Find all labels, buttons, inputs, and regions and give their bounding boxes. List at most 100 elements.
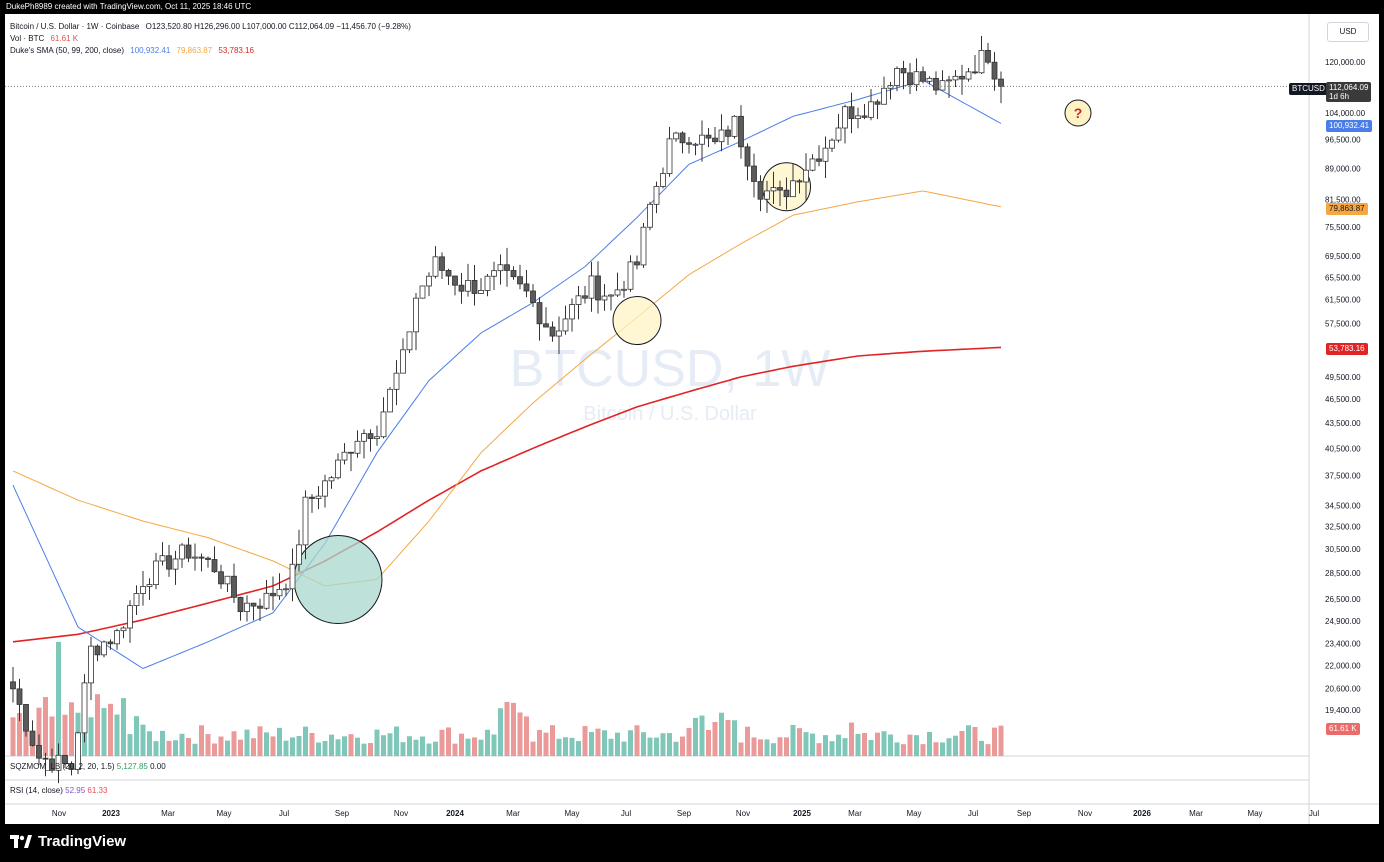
volume-bar: [550, 725, 555, 756]
candle-body: [465, 279, 471, 292]
candle-body: [484, 275, 491, 291]
candle-body: [660, 173, 666, 187]
candle-body: [738, 115, 744, 148]
price-tick-label: 32,500.00: [1325, 523, 1361, 532]
price-tick-label: 96,500.00: [1325, 136, 1361, 145]
volume-bar: [699, 715, 705, 756]
candle-body: [185, 544, 192, 559]
candle-body: [549, 326, 556, 337]
last-price-tag: 112,064.09 1d 6h: [1326, 82, 1372, 102]
candle-body: [822, 147, 829, 162]
volume-bar: [251, 738, 256, 756]
candle-body: [68, 763, 75, 770]
volume-bar: [186, 737, 191, 756]
volume-bar: [530, 741, 536, 756]
volume-bar: [426, 743, 432, 756]
volume-bar: [764, 739, 770, 756]
volume-bar: [459, 733, 464, 756]
candle-body: [55, 754, 62, 771]
candle-body: [699, 134, 705, 145]
candle-body: [517, 276, 523, 285]
volume-bar: [881, 731, 887, 756]
candle-body: [127, 605, 133, 629]
sma-legend: Duke's SMA (50, 99, 200, close) 100,932.…: [10, 46, 258, 55]
candle-body: [946, 79, 952, 82]
volume-bar: [582, 726, 588, 756]
volume-bar: [49, 716, 55, 756]
candle-body: [705, 134, 712, 139]
price-tick-label: 19,400.00: [1325, 706, 1361, 715]
volume-tag: 61.61 K: [1326, 723, 1360, 735]
time-tick-label: Jul: [279, 809, 289, 818]
candle-body: [900, 68, 907, 74]
symbol-tag: BTCUSD: [1289, 83, 1328, 95]
sma200-tag-text: 53,783.16: [1329, 344, 1365, 353]
candle-body: [23, 704, 29, 732]
candle-body: [315, 495, 322, 499]
candle-body: [257, 605, 263, 609]
candle-body: [679, 132, 686, 144]
price-tick-label: 75,500.00: [1325, 223, 1361, 232]
time-tick-label: Mar: [506, 809, 520, 818]
volume-bar: [439, 729, 445, 756]
candle-body: [244, 602, 250, 613]
volume-bar: [686, 727, 692, 756]
time-tick-label: 2026: [1133, 809, 1151, 818]
ohlc-values: O123,520.80 H126,296.00 L107,000.00 C112…: [145, 22, 411, 31]
time-tick-label: Jul: [621, 809, 631, 818]
candle-body: [218, 571, 224, 585]
candle-body: [406, 331, 413, 351]
volume-bar: [595, 728, 601, 756]
candle-body: [588, 275, 595, 299]
volume-bar: [615, 732, 620, 756]
price-tick-label: 46,500.00: [1325, 395, 1361, 404]
tradingview-logo[interactable]: TradingView: [10, 833, 126, 850]
volume-bar: [628, 730, 633, 756]
time-tick-label: 2025: [793, 809, 811, 818]
chart-frame[interactable]: BTCUSD, 1W Bitcoin / U.S. Dollar 120,000.0…: [5, 14, 1379, 824]
volume-bar: [673, 741, 679, 756]
candle-body: [907, 72, 913, 86]
volume-label[interactable]: Vol · BTC: [10, 34, 45, 43]
time-tick-label: 2024: [446, 809, 464, 818]
highlight-circle: [293, 535, 383, 625]
rsi-label[interactable]: RSI (14, close): [10, 786, 63, 795]
volume-bar: [270, 736, 276, 756]
question-marker[interactable]: [1064, 99, 1092, 127]
volume-bar: [972, 726, 978, 756]
candle-body: [341, 451, 348, 461]
candle-body: [842, 106, 848, 129]
candle-body: [276, 588, 283, 597]
volume-bar: [589, 732, 594, 756]
candle-body: [283, 588, 289, 591]
volume-bar: [914, 735, 919, 756]
price-tick-label: 24,900.00: [1325, 617, 1361, 626]
volume-bar: [62, 714, 68, 756]
candle-body: [400, 349, 406, 374]
price-tick-label: 30,500.00: [1325, 545, 1361, 554]
symbol-title[interactable]: Bitcoin / U.S. Dollar · 1W · Coinbase: [10, 22, 140, 31]
volume-bar: [621, 741, 627, 756]
candle-body: [348, 451, 354, 454]
candle-body: [731, 115, 738, 137]
candle-body: [374, 436, 380, 440]
currency-box[interactable]: USD: [1327, 22, 1369, 42]
time-tick-label: 2023: [102, 809, 120, 818]
sma-label[interactable]: Duke's SMA (50, 99, 200, close): [10, 46, 125, 55]
rsi-value-1: 52.95: [65, 786, 86, 795]
volume-bar: [920, 744, 926, 756]
volume-bar: [348, 734, 354, 756]
time-tick-label: May: [906, 809, 921, 818]
sma50-tag: 100,932.41: [1326, 120, 1373, 132]
volume-bar: [374, 729, 380, 756]
volume-bar: [264, 732, 269, 756]
volume-bar: [634, 725, 640, 756]
sqzmom-label[interactable]: SQZMOM_LB (20, 2, 20, 1.5): [10, 762, 115, 771]
volume-bar: [907, 734, 913, 756]
candle-body: [556, 330, 562, 337]
price-tick-label: 26,500.00: [1325, 595, 1361, 604]
volume-bar: [862, 732, 867, 756]
candle-body: [335, 459, 341, 479]
volume-bar: [732, 720, 737, 756]
